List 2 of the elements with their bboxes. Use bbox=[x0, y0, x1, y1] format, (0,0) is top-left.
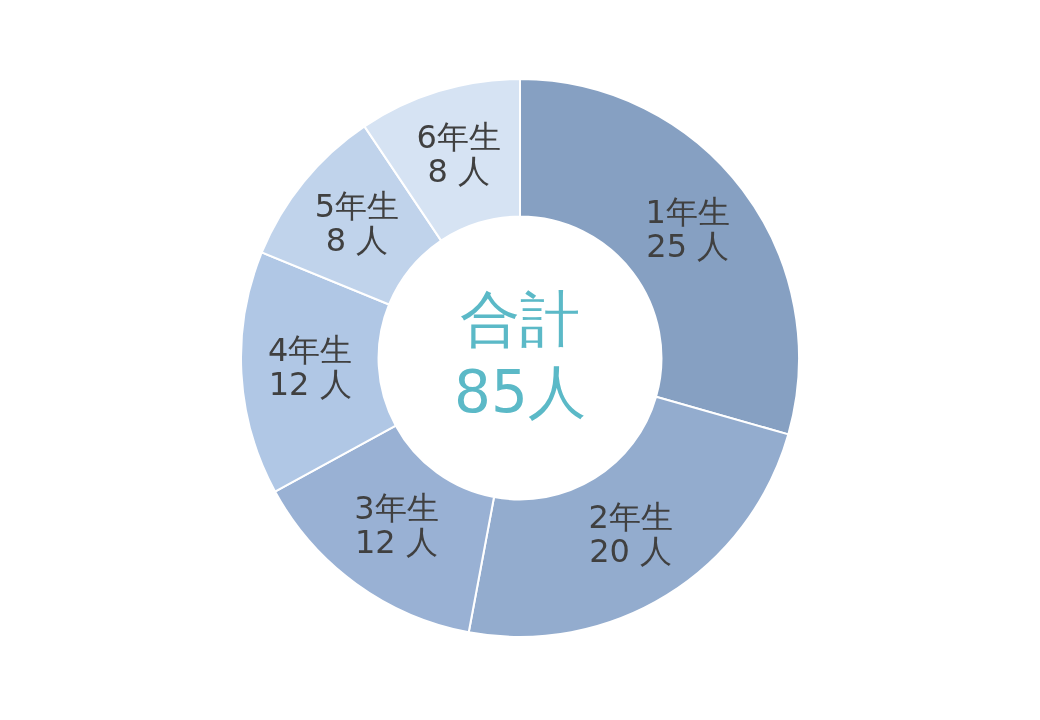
text: 合計 bbox=[460, 283, 580, 354]
text: 85人 bbox=[454, 358, 586, 427]
